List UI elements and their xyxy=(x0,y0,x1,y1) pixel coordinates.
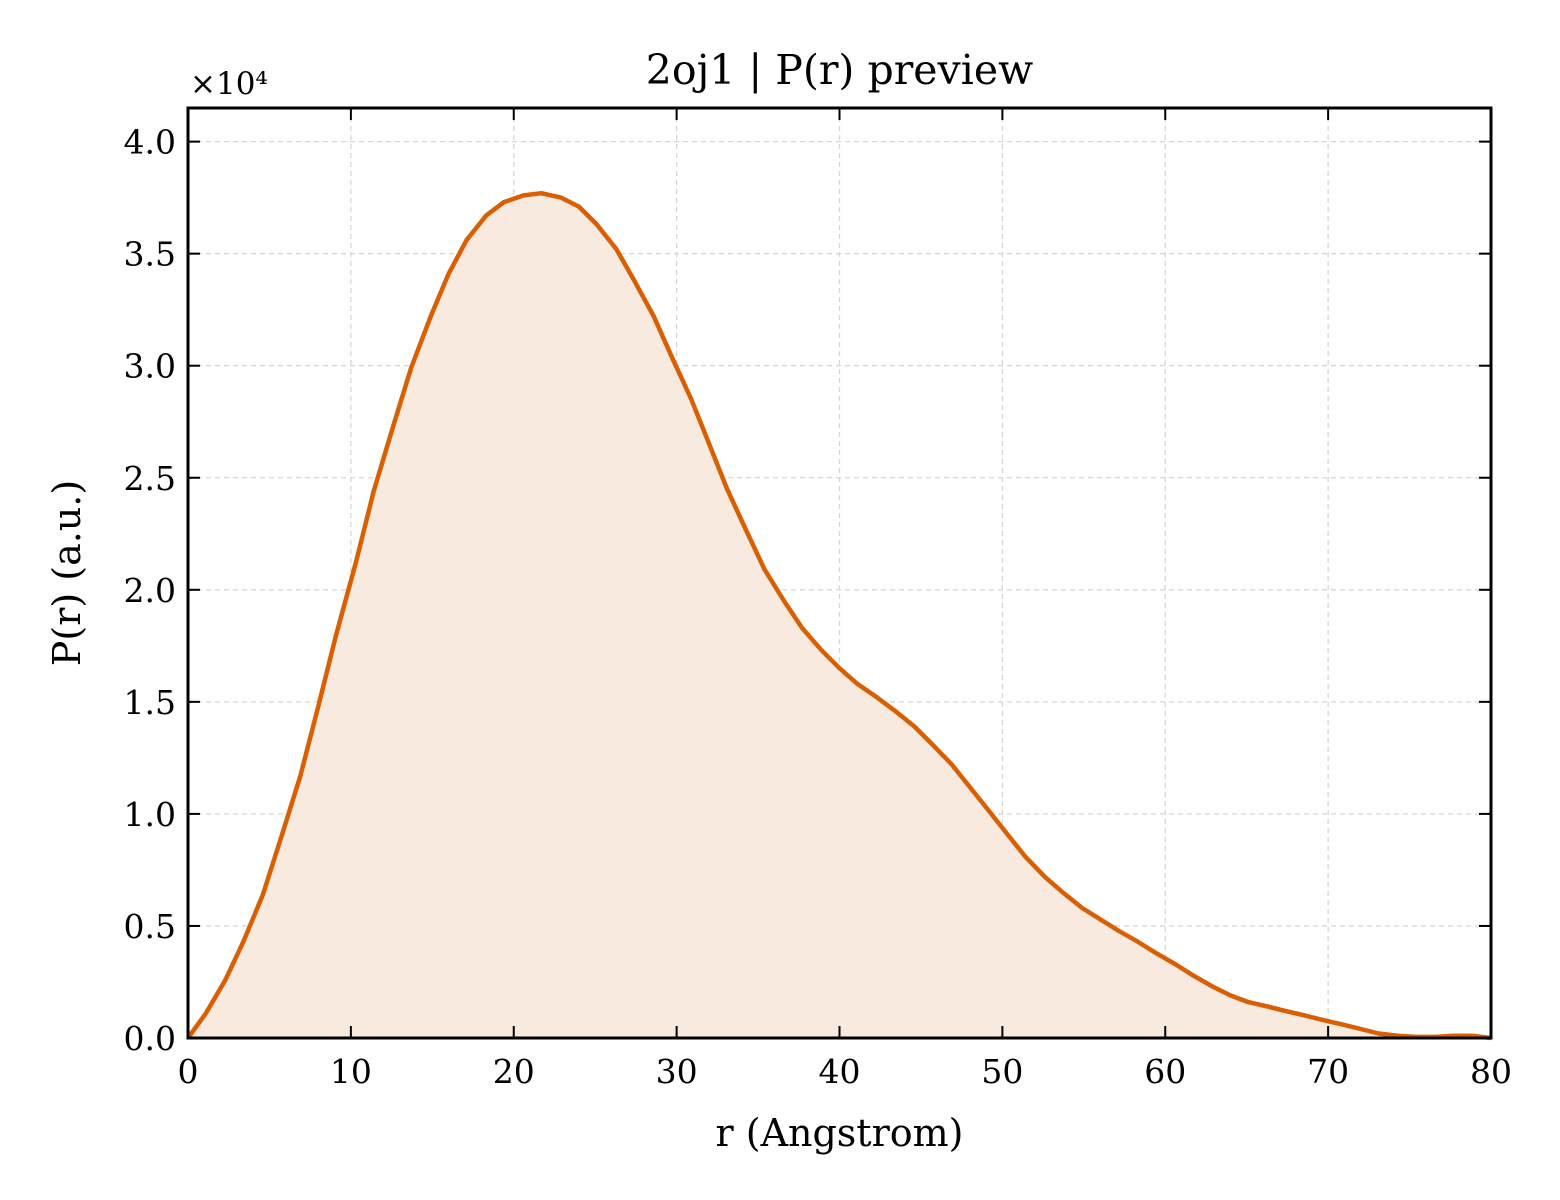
x-tick-label: 60 xyxy=(1144,1052,1186,1091)
y-tick-label: 4.0 xyxy=(124,123,176,162)
series-line xyxy=(186,190,1492,1041)
y-tick-label: 3.5 xyxy=(124,235,176,274)
x-tick-label: 80 xyxy=(1470,1052,1512,1091)
y-tick-label: 2.0 xyxy=(124,571,176,610)
x-tick-label: 30 xyxy=(656,1052,698,1091)
y-tick-label: 0.0 xyxy=(124,1019,176,1058)
y-tick-label: 3.0 xyxy=(124,347,176,386)
x-tick-label: 20 xyxy=(493,1052,535,1091)
ticks: 0 10 20 30 40 50 60 70 80 0.0 0.5 1.0 1.5 2.0 2.5 3.0 3.… xyxy=(124,108,1512,1091)
x-tick-label: 50 xyxy=(981,1052,1023,1091)
x-tick-label: 0 xyxy=(178,1052,199,1091)
x-tick-label: 70 xyxy=(1307,1052,1349,1091)
y-tick-label: 0.5 xyxy=(124,907,176,946)
x-tick-label: 40 xyxy=(819,1052,861,1091)
y-tick-label: 1.0 xyxy=(124,795,176,834)
plot-frame xyxy=(186,106,1493,1040)
y-tick-label: 2.5 xyxy=(124,459,176,498)
y-tick-label: 1.5 xyxy=(124,683,176,722)
chart-title: 2oj1 | P(r) preview xyxy=(646,46,1033,94)
x-axis-label: r (Angstrom) xyxy=(716,1111,964,1155)
area-fill xyxy=(188,193,1491,1038)
y-offset-label: ×10⁴ xyxy=(190,66,268,102)
x-tick-label: 10 xyxy=(330,1052,372,1091)
y-axis-label: P(r) (a.u.) xyxy=(45,480,89,666)
